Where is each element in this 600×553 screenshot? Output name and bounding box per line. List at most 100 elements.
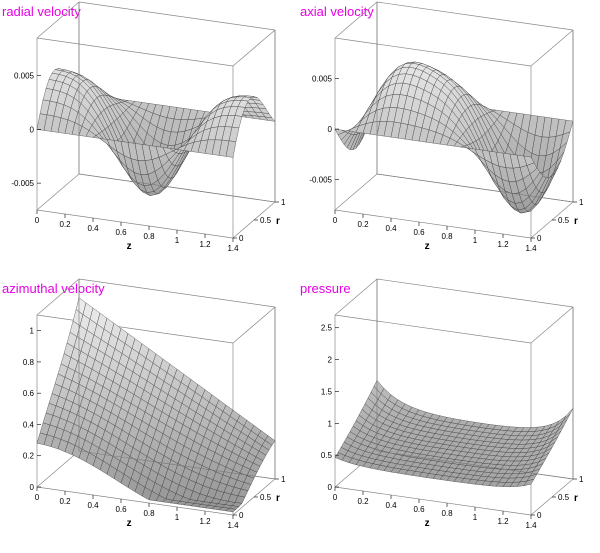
box-edge [530,29,574,67]
y-tick-label: 0 [537,511,542,520]
z-tick-label: 1.5 [321,387,333,396]
box-edge [78,1,276,31]
x-axis: 0 0.2 0.4 0.6 0.8 1 1.2 1.4 z [35,487,239,530]
y-axis-label: r [574,216,578,227]
x-tick-label: 0.4 [87,501,99,510]
z-tick-label: 0.2 [23,452,35,461]
x-tick-label: 0 [35,493,40,502]
box-edge [78,278,276,308]
x-tick-label: 1.4 [227,244,239,253]
chart-title: radial velocity [2,4,81,19]
box-edge [376,1,574,31]
y-tick-label: 1 [281,198,286,207]
y-tick-label: 1 [579,198,584,207]
x-tick-label: 0.4 [385,224,397,233]
box-edge [36,486,234,516]
box-edge [36,37,234,67]
y-axis: 0 0.5 1r [233,198,286,243]
z-axis: 0.005 0 -0.005 [11,72,41,188]
chart-title: axial velocity [300,4,374,19]
y-tick-label: 1 [281,475,286,484]
z-tick-label: 0 [30,483,35,492]
axis-front [78,2,276,203]
z-tick-label: 0.005 [312,74,333,83]
z-tick-label: 0.005 [14,72,35,81]
x-tick-label: 0.6 [115,228,127,237]
z-tick-label: 0 [328,483,333,492]
x-tick-label: 1.4 [227,521,239,530]
z-tick-label: 0 [30,125,35,134]
box-edge [334,173,378,211]
x-tick-label: 0.6 [413,228,425,237]
x-tick-label: 0.8 [143,232,155,241]
box-edge [36,278,80,316]
box-edge [334,1,378,39]
y-tick-label: 1 [579,475,584,484]
y-tick-label: 0.5 [260,216,272,225]
y-tick-label: 0 [239,511,244,520]
z-tick-label: -0.005 [309,176,332,185]
x-tick-label: 0.2 [357,497,369,506]
chart-radial-velocity: radial velocity 0.005 0 -0.005 0 0.2 0.4 0.6 0.… [0,0,300,276]
surface-mesh [36,68,276,196]
x-tick-label: 1.4 [525,521,537,530]
surface-cell [562,408,574,422]
x-tick-label: 1.4 [525,244,537,253]
x-tick-label: 1 [175,513,180,522]
z-tick-label: 1 [328,419,333,428]
x-tick-label: 0.2 [59,220,71,229]
z-tick-label: 0.8 [23,358,35,367]
x-tick-label: 1.2 [199,240,211,249]
x-tick-label: 0.4 [385,501,397,510]
y-axis: 0 0.5 1r [531,475,584,520]
box-edge [530,306,574,344]
box-edge [376,278,574,308]
surface-cell [225,508,237,513]
y-tick-label: 0 [537,234,542,243]
box-edge [334,37,532,67]
x-tick-label: 0.6 [413,505,425,514]
axis-front [78,279,276,480]
y-tick-label: 0.5 [260,493,272,502]
y-axis-label: r [276,493,280,504]
chart-azimuthal-velocity: azimuthal velocity 1 0.8 0.6 0.4 0.2 0 0 0.2 0.4… [0,277,300,553]
box-edge [232,29,276,67]
y-axis: 0 0.5 1r [233,475,286,520]
z-tick-label: 2 [328,356,333,365]
box-edge [36,209,234,239]
x-tick-label: 1.2 [497,240,509,249]
z-tick-label: 2.5 [321,324,333,333]
box-edge [36,173,80,211]
chart-title: pressure [300,281,351,296]
box-edge [334,278,378,316]
surface-cell [523,478,535,486]
box-edge [232,306,276,344]
surface-mesh [334,61,574,214]
x-axis-label: z [425,518,430,529]
surface-cell [225,140,237,158]
z-tick-label: 0.4 [23,420,35,429]
z-tick-label: 0.6 [23,389,35,398]
x-tick-label: 0.8 [143,509,155,518]
x-axis-label: z [127,518,132,529]
x-tick-label: 0.8 [441,232,453,241]
x-axis-label: z [425,241,430,252]
x-tick-label: 1 [473,513,478,522]
box-edge [78,173,276,203]
y-axis: 0 0.5 1r [531,198,584,243]
z-tick-label: 0.5 [321,451,333,460]
x-tick-label: 0 [35,216,40,225]
box-edge [36,450,80,488]
x-tick-label: 0 [333,216,338,225]
axis-front [376,2,574,203]
x-tick-label: 0.8 [441,509,453,518]
box-edge [36,1,80,39]
z-tick-label: 1 [30,327,35,336]
z-axis: 2.5 2 1.5 1 0.5 0 [321,324,339,492]
surface-cell [523,155,535,166]
y-tick-label: 0.5 [558,216,570,225]
y-tick-label: 0 [239,234,244,243]
